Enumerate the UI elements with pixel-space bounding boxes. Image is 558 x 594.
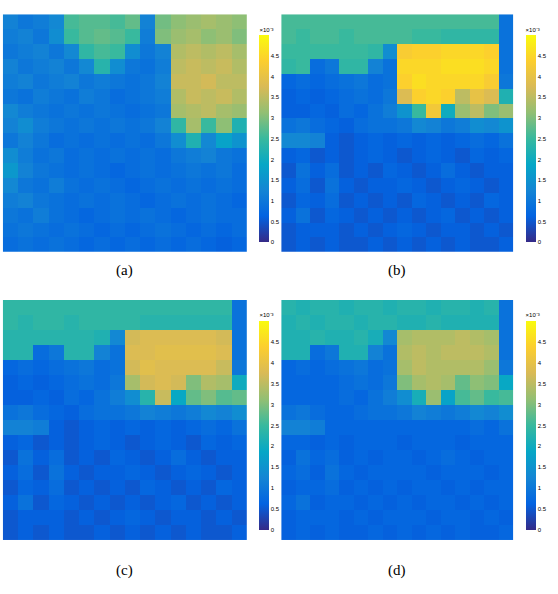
- svg-text:4.5: 4.5: [271, 53, 280, 59]
- svg-text:3.5: 3.5: [271, 94, 280, 100]
- svg-text:3: 3: [538, 115, 542, 121]
- svg-text:×10⁻³: ×10⁻³: [259, 27, 273, 33]
- svg-text:1.5: 1.5: [271, 177, 280, 183]
- svg-text:4.5: 4.5: [538, 53, 547, 59]
- svg-text:(d): (d): [388, 562, 406, 579]
- svg-text:4.5: 4.5: [271, 339, 280, 345]
- svg-text:1: 1: [271, 485, 275, 491]
- svg-text:4: 4: [538, 360, 542, 366]
- svg-text:4: 4: [271, 360, 275, 366]
- svg-text:(c): (c): [116, 562, 133, 579]
- svg-text:3: 3: [271, 402, 275, 408]
- svg-text:3.5: 3.5: [271, 381, 280, 387]
- svg-text:0.5: 0.5: [271, 506, 280, 512]
- svg-text:0.5: 0.5: [271, 219, 280, 225]
- svg-text:(b): (b): [388, 262, 406, 279]
- svg-text:4: 4: [538, 74, 542, 80]
- svg-text:3: 3: [538, 402, 542, 408]
- svg-text:0: 0: [271, 527, 275, 533]
- svg-text:3.5: 3.5: [538, 381, 547, 387]
- svg-text:3.5: 3.5: [538, 94, 547, 100]
- svg-text:×10⁻³: ×10⁻³: [259, 312, 273, 318]
- svg-text:2: 2: [271, 443, 275, 449]
- svg-text:1: 1: [538, 485, 542, 491]
- svg-text:2.5: 2.5: [538, 423, 547, 429]
- svg-text:2.5: 2.5: [538, 136, 547, 142]
- svg-text:0: 0: [271, 239, 275, 245]
- svg-text:4.5: 4.5: [538, 339, 547, 345]
- svg-text:1: 1: [271, 198, 275, 204]
- svg-text:3: 3: [271, 115, 275, 121]
- svg-text:(a): (a): [116, 262, 133, 279]
- svg-text:1.5: 1.5: [538, 464, 547, 470]
- svg-text:2.5: 2.5: [271, 423, 280, 429]
- svg-text:1: 1: [538, 198, 542, 204]
- svg-text:2: 2: [538, 157, 542, 163]
- svg-text:0.5: 0.5: [538, 219, 547, 225]
- svg-text:2: 2: [538, 443, 542, 449]
- svg-text:×10⁻³: ×10⁻³: [526, 27, 540, 33]
- svg-text:2: 2: [271, 157, 275, 163]
- svg-text:1.5: 1.5: [271, 464, 280, 470]
- svg-text:×10⁻³: ×10⁻³: [526, 312, 540, 318]
- svg-text:0: 0: [538, 527, 542, 533]
- svg-text:4: 4: [271, 74, 275, 80]
- svg-text:1.5: 1.5: [538, 177, 547, 183]
- svg-text:2.5: 2.5: [271, 136, 280, 142]
- svg-text:0.5: 0.5: [538, 506, 547, 512]
- svg-text:0: 0: [538, 239, 542, 245]
